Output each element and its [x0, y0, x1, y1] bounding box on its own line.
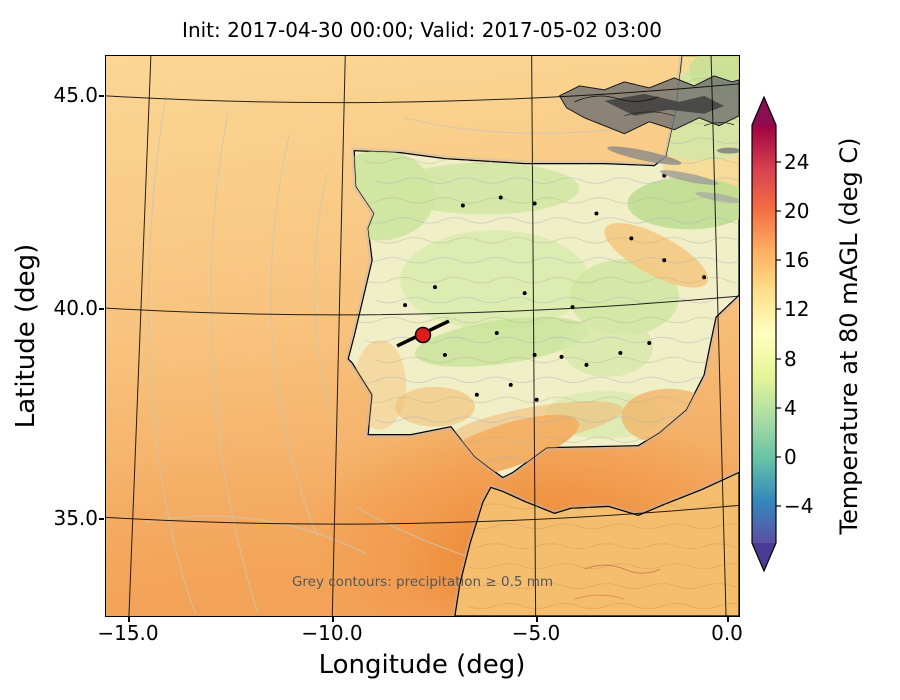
- map-canvas: [106, 56, 739, 616]
- x-tick-label: −5.0: [511, 621, 561, 645]
- colorbar-tick-label: 12: [784, 297, 810, 321]
- precipitation-note: Grey contours: precipitation ≥ 0.5 mm: [291, 574, 554, 590]
- colorbar: [751, 95, 781, 573]
- x-tickmark: [727, 617, 729, 622]
- plot-title: Init: 2017-04-30 00:00; Valid: 2017-05-0…: [182, 18, 662, 42]
- x-tickmark: [128, 617, 130, 622]
- colorbar-tickmarks: [776, 161, 781, 507]
- x-tick-label: 0.0: [711, 621, 743, 645]
- africa-contour-texture: [454, 503, 739, 609]
- x-tickmark: [332, 617, 334, 622]
- y-tickmark: [99, 95, 104, 97]
- colorbar-over-arrow: [752, 97, 776, 125]
- africa-warm-contours: [574, 564, 661, 600]
- y-tickmark: [99, 518, 104, 520]
- colorbar-tick-label: 0: [784, 445, 797, 469]
- colorbar-tick-label: 20: [784, 199, 810, 223]
- colorbar-under-arrow: [752, 543, 776, 571]
- marker-group: [396, 319, 450, 348]
- colorbar-tick-label: 24: [784, 150, 810, 174]
- x-tickmark: [536, 617, 538, 622]
- x-tick-label: −10.0: [301, 621, 363, 645]
- precipitation-contour-area: [558, 75, 739, 203]
- y-tick-label: 35.0: [53, 506, 98, 530]
- y-tick-label: 40.0: [53, 296, 98, 320]
- plot-area: Grey contours: precipitation ≥ 0.5 mm: [105, 55, 740, 617]
- colorbar-tick-label: −4: [784, 494, 814, 518]
- x-axis-label: Longitude (deg): [318, 650, 526, 680]
- y-tickmark: [99, 308, 104, 310]
- y-axis-label: Latitude (deg): [11, 243, 41, 429]
- closed-contour-dots: [403, 173, 707, 402]
- colorbar-outline: [751, 95, 777, 573]
- colorbar-tick-label: 8: [784, 347, 797, 371]
- x-tick-label: −15.0: [97, 621, 159, 645]
- colorbar-axis-label: Temperature at 80 mAGL (deg C): [835, 137, 863, 535]
- colorbar-gradient-bar: [752, 125, 776, 543]
- colorbar-tick-label: 16: [784, 248, 810, 272]
- location-marker: [414, 326, 432, 344]
- graticule: [106, 56, 739, 616]
- colorbar-tick-label: 4: [784, 396, 797, 420]
- y-tick-label: 45.0: [53, 83, 98, 107]
